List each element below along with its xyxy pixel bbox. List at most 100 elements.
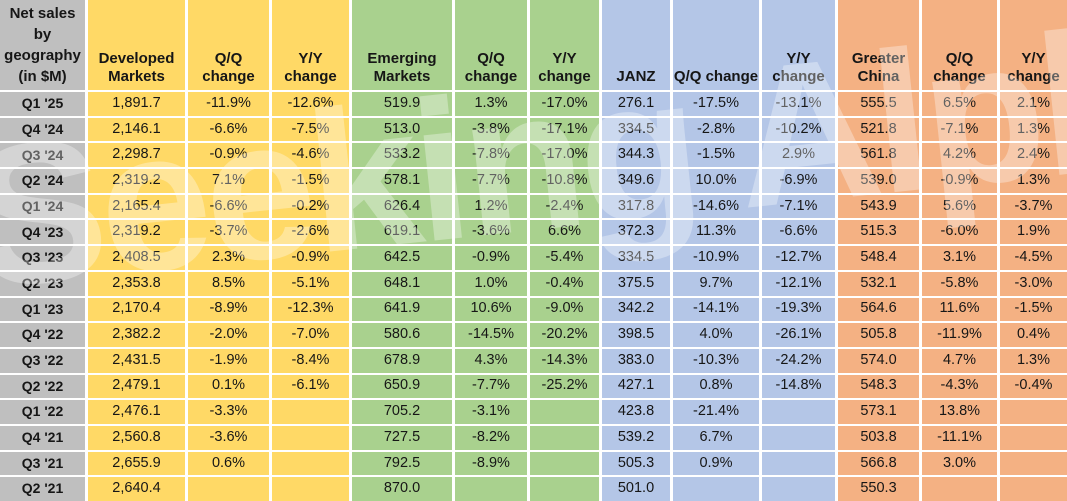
data-cell: -0.9% <box>922 169 997 193</box>
data-cell: -0.4% <box>1000 374 1067 399</box>
data-cell: -8.4% <box>272 348 349 373</box>
data-cell <box>272 425 349 450</box>
data-cell: 574.0 <box>838 348 919 373</box>
data-cell: 276.1 <box>602 92 670 116</box>
data-cell: 519.9 <box>352 92 452 116</box>
data-cell: 2.4% <box>1000 143 1067 168</box>
data-cell: -6.6% <box>188 117 269 142</box>
data-cell: 626.4 <box>352 194 452 219</box>
data-cell: 5.6% <box>922 194 997 219</box>
data-cell: -2.8% <box>673 117 759 142</box>
data-cell: 515.3 <box>838 220 919 245</box>
data-cell <box>530 477 599 501</box>
data-cell <box>922 477 997 501</box>
data-cell: 2.9% <box>762 143 835 168</box>
data-cell: -24.2% <box>762 348 835 373</box>
data-cell: 2,640.4 <box>88 477 185 501</box>
row-label: Q1 '25 <box>0 92 85 116</box>
data-cell: -14.8% <box>762 374 835 399</box>
data-cell <box>188 477 269 501</box>
data-cell: -11.9% <box>922 323 997 347</box>
data-cell: 6.5% <box>922 92 997 116</box>
data-cell: -1.5% <box>1000 297 1067 322</box>
row-label: Q1 '22 <box>0 400 85 424</box>
data-cell: 2,319.2 <box>88 169 185 193</box>
data-cell <box>762 451 835 476</box>
data-cell: -6.6% <box>762 220 835 245</box>
data-cell: -10.3% <box>673 348 759 373</box>
data-cell: 792.5 <box>352 451 452 476</box>
data-cell: 1.3% <box>1000 348 1067 373</box>
data-cell: 550.3 <box>838 477 919 501</box>
data-cell: 2,298.7 <box>88 143 185 168</box>
column-header: Y/Y change <box>1000 0 1067 90</box>
table-title: Net sales by geography (in $M) <box>0 0 85 90</box>
data-cell: 1,891.7 <box>88 92 185 116</box>
data-cell: -14.3% <box>530 348 599 373</box>
data-cell: 521.8 <box>838 117 919 142</box>
data-cell: -7.8% <box>455 143 527 168</box>
column-header: JANZ <box>602 0 670 90</box>
data-cell: 2,319.2 <box>88 220 185 245</box>
data-cell: -12.6% <box>272 92 349 116</box>
data-cell <box>673 477 759 501</box>
data-cell: 7.1% <box>188 169 269 193</box>
data-cell: 11.3% <box>673 220 759 245</box>
data-cell: 372.3 <box>602 220 670 245</box>
data-cell <box>272 451 349 476</box>
data-cell <box>272 477 349 501</box>
row-label: Q3 '23 <box>0 246 85 270</box>
data-cell: 555.5 <box>838 92 919 116</box>
data-cell: -7.5% <box>272 117 349 142</box>
data-cell: 0.1% <box>188 374 269 399</box>
data-cell <box>530 400 599 424</box>
data-cell: 1.3% <box>1000 117 1067 142</box>
data-cell: 334.5 <box>602 117 670 142</box>
data-cell: 641.9 <box>352 297 452 322</box>
data-cell: -12.3% <box>272 297 349 322</box>
data-cell: 650.9 <box>352 374 452 399</box>
data-cell: 2,479.1 <box>88 374 185 399</box>
data-cell: -12.1% <box>762 271 835 296</box>
data-cell: -4.5% <box>1000 246 1067 270</box>
data-cell: -7.1% <box>922 117 997 142</box>
data-cell: 3.0% <box>922 451 997 476</box>
data-cell: -21.4% <box>673 400 759 424</box>
data-cell: 548.4 <box>838 246 919 270</box>
data-cell: -4.6% <box>272 143 349 168</box>
data-cell: 10.6% <box>455 297 527 322</box>
data-cell: -3.7% <box>188 220 269 245</box>
data-cell: -3.6% <box>188 425 269 450</box>
column-header: Q/Q change <box>455 0 527 90</box>
data-cell: -3.8% <box>455 117 527 142</box>
data-cell: -6.6% <box>188 194 269 219</box>
row-label: Q4 '22 <box>0 323 85 347</box>
row-label: Q4 '23 <box>0 220 85 245</box>
data-cell: -3.0% <box>1000 271 1067 296</box>
data-cell: 334.5 <box>602 246 670 270</box>
data-cell: -25.2% <box>530 374 599 399</box>
data-cell: -2.0% <box>188 323 269 347</box>
column-header: Y/Y change <box>530 0 599 90</box>
data-cell: -7.0% <box>272 323 349 347</box>
data-cell: -20.2% <box>530 323 599 347</box>
data-cell: 2,655.9 <box>88 451 185 476</box>
data-cell: 564.6 <box>838 297 919 322</box>
data-cell: -8.9% <box>188 297 269 322</box>
row-label: Q2 '23 <box>0 271 85 296</box>
data-cell: 543.9 <box>838 194 919 219</box>
data-cell: 398.5 <box>602 323 670 347</box>
data-cell: 561.8 <box>838 143 919 168</box>
data-cell: 4.7% <box>922 348 997 373</box>
data-cell: 4.0% <box>673 323 759 347</box>
column-header: Q/Q change <box>673 0 759 90</box>
data-cell: -7.7% <box>455 169 527 193</box>
data-cell: -6.9% <box>762 169 835 193</box>
data-cell: 1.9% <box>1000 220 1067 245</box>
data-cell <box>1000 477 1067 501</box>
row-label: Q4 '24 <box>0 117 85 142</box>
data-cell: 0.4% <box>1000 323 1067 347</box>
data-cell: 727.5 <box>352 425 452 450</box>
data-cell: 642.5 <box>352 246 452 270</box>
